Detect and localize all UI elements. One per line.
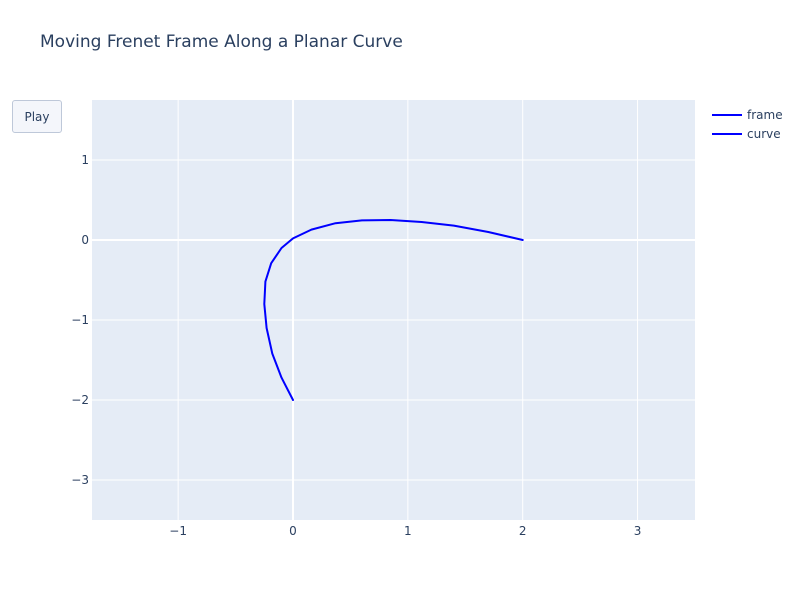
x-tick-label: 2 [519,524,527,538]
x-tick-label: 0 [289,524,297,538]
legend: frame curve [712,108,783,141]
x-tick-label: 3 [634,524,642,538]
legend-label-curve[interactable]: curve [747,127,781,141]
series-layer [263,219,524,401]
plot-background [92,100,695,520]
x-tick-label: −1 [169,524,187,538]
play-button[interactable]: Play [12,100,62,133]
tick-labels: −1 0 1 2 3 1 0 −1 −2 −3 [71,153,641,538]
y-tick-label: −1 [71,313,89,327]
y-tick-label: −2 [71,393,89,407]
grid-lines [92,100,695,520]
series-line-curve [263,219,524,401]
chart-title: Moving Frenet Frame Along a Planar Curve [40,32,403,52]
x-tick-label: 1 [404,524,412,538]
legend-label-frame[interactable]: frame [747,108,783,122]
y-tick-label: −3 [71,473,89,487]
y-tick-label: 0 [81,233,89,247]
y-tick-label: 1 [81,153,89,167]
